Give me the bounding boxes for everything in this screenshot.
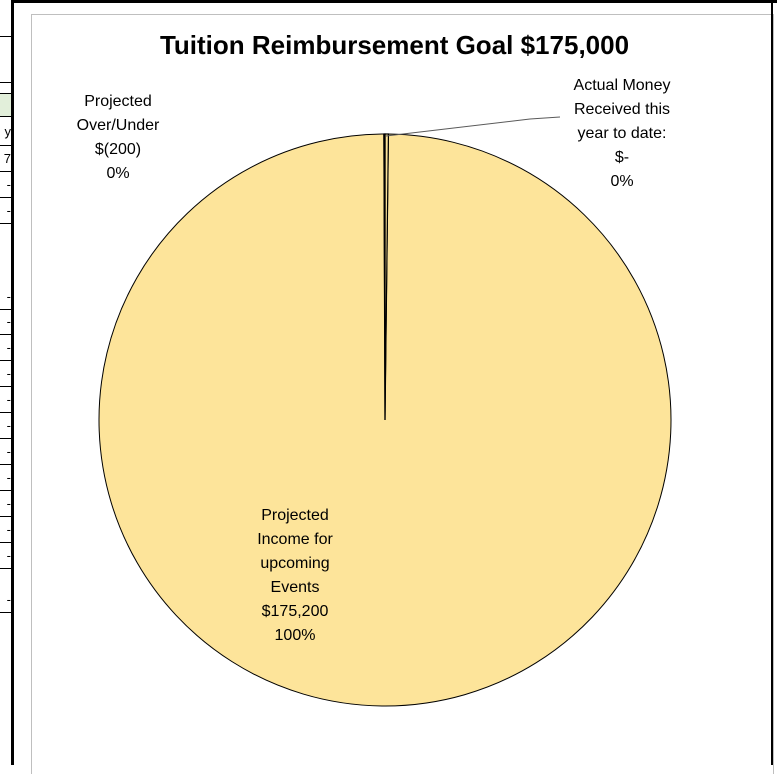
sheet-gridline — [0, 171, 11, 172]
label-actual-money-line: 0% — [610, 173, 633, 190]
label-projected-income: Projected Income for upcoming Events $175,20… — [257, 507, 333, 644]
sheet-gridline — [0, 334, 11, 335]
sheet-cell: - — [6, 522, 11, 537]
sheet-gridline — [0, 490, 11, 491]
sheet-gridline — [0, 542, 11, 543]
sheet-gridline — [0, 516, 11, 517]
label-projected-over-under: Projected Over/Under $(200) 0% — [77, 93, 160, 182]
chart-right-edge — [771, 0, 773, 765]
sheet-cell: - — [6, 366, 11, 381]
sheet-cell: - — [6, 548, 11, 563]
plot-area-border — [31, 14, 774, 774]
sheet-cell: 7 — [3, 151, 11, 166]
label-projected-income-line: $175,200 — [262, 603, 329, 620]
sheet-cell: - — [6, 340, 11, 355]
label-projected-over-under-line: 0% — [106, 165, 129, 182]
sheet-cell: y — [4, 124, 12, 139]
sheet-cell: - — [6, 470, 11, 485]
label-actual-money-line: year to date: — [578, 125, 667, 142]
sheet-cell: - — [6, 314, 11, 329]
label-projected-income-line: Projected — [261, 507, 329, 524]
label-projected-over-under-line: Over/Under — [77, 117, 160, 134]
label-actual-money-line: $- — [615, 149, 629, 166]
sheet-gridline — [0, 223, 11, 224]
sheet-gridline — [0, 36, 11, 37]
sheet-green-header — [0, 93, 11, 117]
label-projected-income-line: 100% — [275, 627, 316, 644]
sheet-cell: - — [6, 203, 11, 218]
label-actual-money: Actual Money Received this year to date: $-… — [574, 77, 671, 190]
sheet-cell: - — [6, 496, 11, 511]
label-projected-over-under-line: Projected — [84, 93, 152, 110]
pie-slice-over-under — [383, 133, 386, 421]
sheet-gridline — [0, 145, 11, 146]
chart-title: Tuition Reimbursement Goal $175,000 — [159, 30, 630, 60]
sheet-gridline — [0, 568, 11, 569]
label-projected-over-under-line: $(200) — [95, 141, 141, 158]
sheet-gridline — [0, 197, 11, 198]
label-projected-income-line: Income for — [257, 531, 333, 548]
label-projected-income-line: Events — [271, 579, 320, 596]
sheet-gridline — [0, 360, 11, 361]
sheet-gridline — [0, 412, 11, 413]
sheet-cell: - — [6, 289, 11, 304]
sheet-cell: - — [6, 444, 11, 459]
sheet-gridline — [0, 464, 11, 465]
sheet-cell: - — [6, 418, 11, 433]
sheet-cell: - — [6, 177, 11, 192]
leader-line-actual-money — [385, 116, 561, 137]
label-projected-income-line: upcoming — [260, 555, 329, 572]
sheet-gridline — [0, 309, 11, 310]
label-actual-money-line: Received this — [574, 101, 670, 118]
sheet-cell: - — [6, 592, 11, 607]
sheet-gridline — [0, 438, 11, 439]
sheet-cell: - — [6, 392, 11, 407]
sheet-gridline — [0, 82, 11, 83]
label-actual-money-line: Actual Money — [574, 77, 671, 94]
sheet-gridline — [0, 612, 11, 613]
sheet-gridline — [0, 386, 11, 387]
